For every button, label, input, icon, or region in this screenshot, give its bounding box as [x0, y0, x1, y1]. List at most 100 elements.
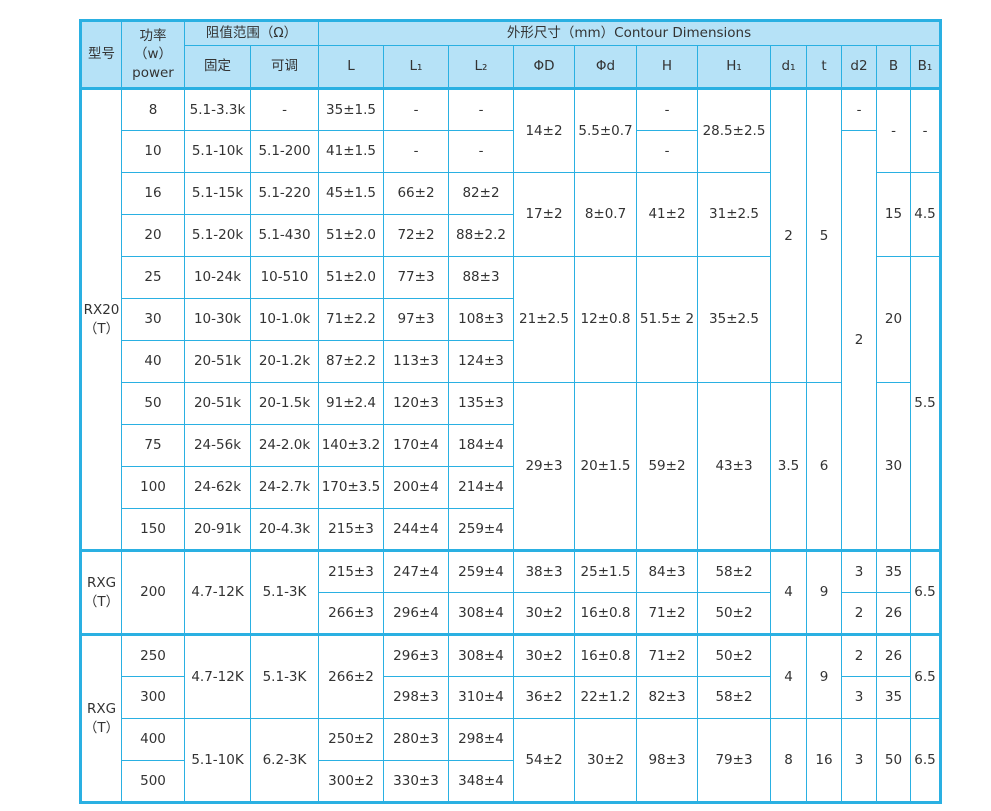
table-cell: 4.7-12K — [184, 633, 251, 719]
table-cell: 124±3 — [448, 340, 514, 383]
table-cell: RXG （T） — [80, 633, 122, 803]
table-cell: 6.5 — [910, 718, 941, 803]
table-row: 300 298±3 310±4 36±2 22±1.2 82±3 58±2 3 35 — [81, 676, 941, 719]
table-cell: 25±1.5 — [574, 549, 637, 593]
table-cell: 4 — [770, 549, 807, 635]
header-dim-5: H — [636, 45, 698, 89]
table-cell: 300 — [121, 676, 185, 719]
table-cell: 298±3 — [383, 676, 449, 719]
table-cell: 30 — [876, 382, 911, 551]
table-cell: 2 — [841, 592, 877, 635]
table-cell: 259±4 — [448, 508, 514, 551]
table-cell: 8 — [121, 88, 185, 131]
table-cell: 500 — [121, 760, 185, 803]
header-dim-10: B — [876, 45, 911, 89]
table-cell: 308±4 — [448, 633, 514, 677]
table-row: 500 300±2 330±3 348±4 — [81, 760, 941, 803]
table-cell: 3 — [841, 718, 877, 803]
table-cell: 5.1-220 — [250, 172, 319, 215]
table-cell: 9 — [806, 549, 842, 635]
table-cell: 4 — [770, 633, 807, 719]
table-cell: 38±3 — [513, 549, 575, 593]
table-row: RX20 （T） 8 5.1-3.3k -35±1.5- -14±2 5.5±0.7-28… — [80, 88, 941, 551]
header-adjustable: 可调 — [250, 45, 319, 89]
table-cell: 75 — [121, 424, 185, 467]
table-cell: 45±1.5 — [318, 172, 384, 215]
table-cell: 16±0.8 — [574, 592, 637, 635]
table-cell: 41±2 — [636, 172, 698, 257]
table-row: RXG （T） 250 4.7-12K 5.1-3K 266±2 296±3 308±4 30… — [80, 633, 941, 803]
table-cell: 71±2.2 — [318, 298, 384, 341]
table-cell: 247±4 — [383, 549, 449, 593]
table-body: RX20 （T） 8 5.1-3.3k -35±1.5- -14±2 5.5±0.7-28… — [80, 88, 941, 803]
table-cell: 91±2.4 — [318, 382, 384, 425]
header-resistance-range: 阻值范围（Ω） — [184, 20, 319, 46]
table-cell: 20-91k — [184, 508, 251, 551]
table-cell: 72±2 — [383, 214, 449, 257]
table-cell: 35±2.5 — [697, 256, 771, 383]
table-cell: 51.5± 2 — [636, 256, 698, 383]
table-cell: 250±2 — [318, 718, 384, 761]
table-cell: 43±3 — [697, 382, 771, 551]
table-cell: 51±2.0 — [318, 214, 384, 257]
table-cell: 26 — [876, 592, 911, 635]
header-dim-0: L — [318, 45, 384, 89]
table-cell: - — [383, 130, 449, 173]
table-cell: RXG （T） — [80, 549, 122, 635]
table-cell: 10-1.0k — [250, 298, 319, 341]
table-cell: 26 — [876, 633, 911, 677]
table-cell: 135±3 — [448, 382, 514, 425]
table-cell: 84±3 — [636, 549, 698, 593]
table-cell: 6.5 — [910, 633, 941, 719]
table-row: 10 5.1-10k 5.1-200 41±1.5- - -2 — [81, 130, 941, 551]
table-cell: 54±2 — [513, 718, 575, 803]
table-cell: 14±2 — [513, 88, 575, 173]
table-cell: 348±4 — [448, 760, 514, 803]
table-cell: 140±3.2 — [318, 424, 384, 467]
table-cell: 35 — [876, 676, 911, 719]
table-cell: 24-56k — [184, 424, 251, 467]
table-cell: 82±2 — [448, 172, 514, 215]
table-cell: - — [448, 88, 514, 131]
table-cell: 25 — [121, 256, 185, 299]
table-cell: 2 — [770, 88, 807, 383]
table-cell: 12±0.8 — [574, 256, 637, 383]
table-cell: - — [636, 88, 698, 131]
table-cell: - — [841, 88, 877, 131]
table-cell: 5.1-430 — [250, 214, 319, 257]
table-cell: 21±2.5 — [513, 256, 575, 383]
table-cell: 400 — [121, 718, 185, 761]
table-cell: 4.5 — [910, 172, 941, 257]
table-cell: 20 — [876, 256, 911, 383]
header-dim-2: L₂ — [448, 45, 514, 89]
table-cell: 20-1.5k — [250, 382, 319, 425]
table-cell: 71±2 — [636, 592, 698, 635]
table-cell: 8±0.7 — [574, 172, 637, 257]
table-cell: 31±2.5 — [697, 172, 771, 257]
table-cell: 20±1.5 — [574, 382, 637, 551]
table-cell: 296±3 — [383, 633, 449, 677]
table-cell: 214±4 — [448, 466, 514, 509]
table-cell: 41±1.5 — [318, 130, 384, 173]
table-cell: 3 — [841, 676, 877, 719]
table-cell: 259±4 — [448, 549, 514, 593]
table-cell: 30±2 — [574, 718, 637, 803]
table-cell: 59±2 — [636, 382, 698, 551]
table-cell: 71±2 — [636, 633, 698, 677]
table-cell: 170±4 — [383, 424, 449, 467]
table-row: RXG （T） 200 4.7-12K 5.1-3K 215±3 247±4 259±4 38… — [80, 549, 941, 635]
table-cell: 200 — [121, 549, 185, 635]
table-cell: 215±3 — [318, 508, 384, 551]
table-cell: 66±2 — [383, 172, 449, 215]
table-cell: 24-2.0k — [250, 424, 319, 467]
header-dim-7: d₁ — [770, 45, 807, 89]
resistor-spec-table: 型号 功率（w） power 阻值范围（Ω） 外形尺寸（mm）Contour D… — [79, 19, 942, 804]
table-cell: 120±3 — [383, 382, 449, 425]
table-cell: 87±2.2 — [318, 340, 384, 383]
header-fixed: 固定 — [184, 45, 251, 89]
table-cell: 8 — [770, 718, 807, 803]
table-cell: 29±3 — [513, 382, 575, 551]
table-cell: 22±1.2 — [574, 676, 637, 719]
table-cell: 108±3 — [448, 298, 514, 341]
table-cell: 3 — [841, 549, 877, 593]
